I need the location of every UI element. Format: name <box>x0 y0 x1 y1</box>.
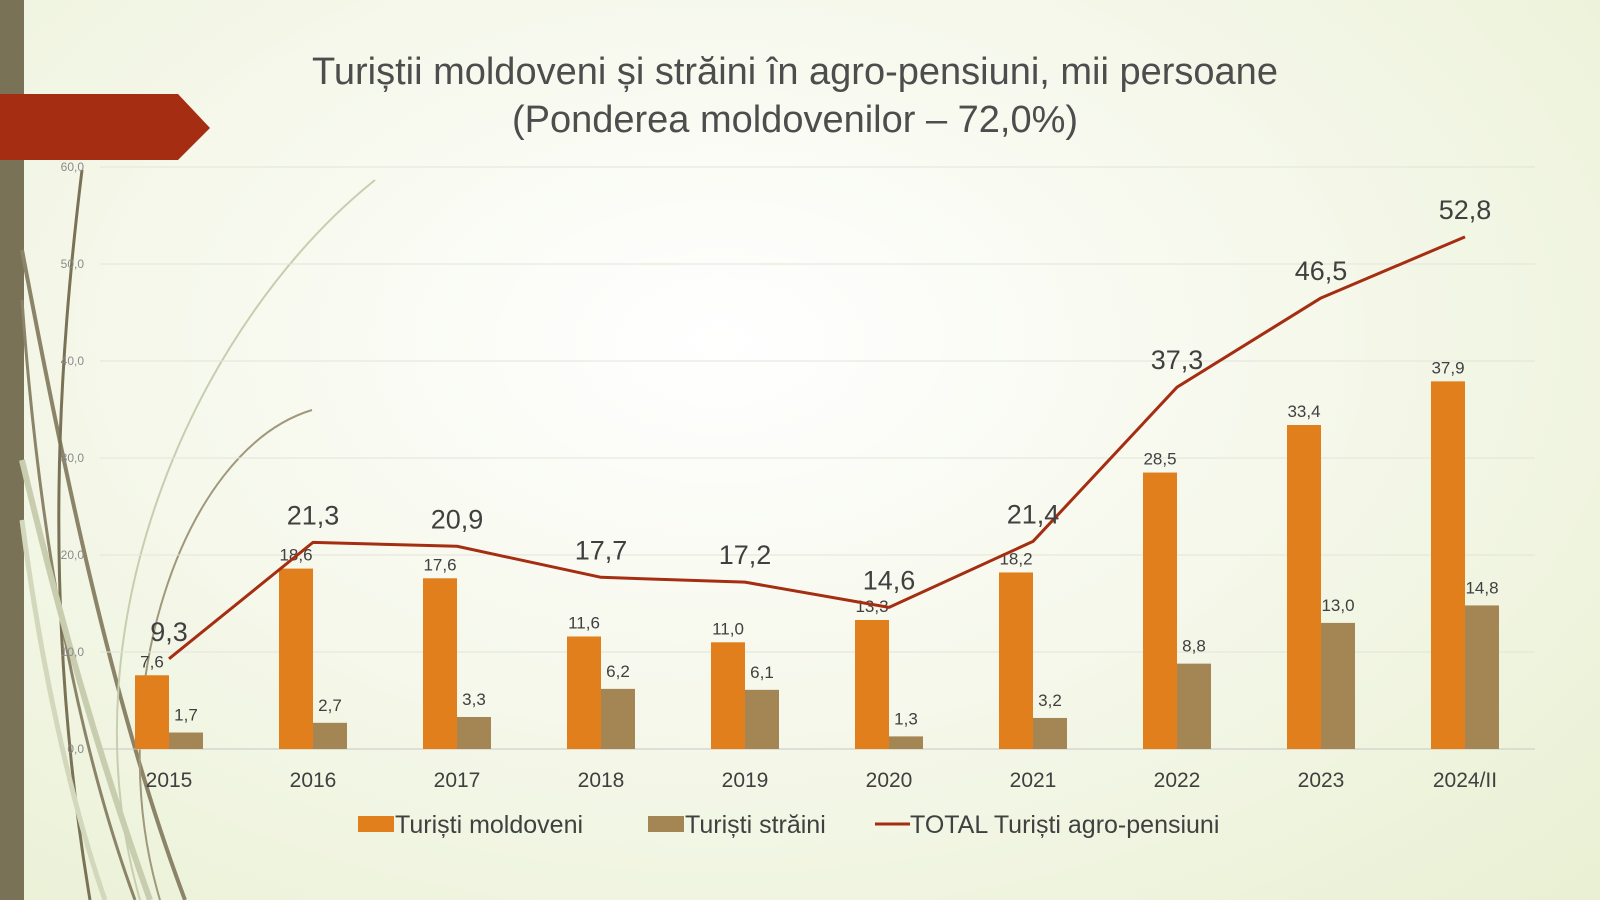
bar-label-straini: 6,1 <box>750 663 774 682</box>
bar-moldoveni <box>1287 425 1321 749</box>
legend-label-moldoveni: Turiști moldoveni <box>395 811 583 839</box>
x-axis-categories: 2015 2016 2017 2018 2019 2020 2021 2022 2023 2024… <box>146 769 1497 792</box>
slide-title: Turiștii moldoveni și străini în agro-pe… <box>160 48 1430 144</box>
total-label: 21,3 <box>287 500 340 530</box>
bar-moldoveni <box>855 619 889 749</box>
x-category-label: 2015 <box>146 769 193 792</box>
bar-label-straini: 3,3 <box>462 690 486 709</box>
bar-label-moldoveni: 11,6 <box>568 613 600 632</box>
bar-label-straini: 14,8 <box>1465 578 1498 597</box>
legend-label-straini: Turiști străini <box>685 811 826 839</box>
bar-moldoveni <box>1143 472 1177 749</box>
bar-straini <box>1465 605 1499 749</box>
bar-label-moldoveni: 33,4 <box>1287 402 1320 421</box>
x-category-label: 2019 <box>722 769 769 792</box>
y-tick-label: 10,0 <box>61 645 85 659</box>
bar-label-straini: 1,3 <box>894 709 918 728</box>
bar-label-moldoveni: 11,0 <box>712 619 744 638</box>
y-axis-ticks: 0,0 10,0 20,0 30,0 40,0 50,0 60,0 <box>61 160 85 756</box>
bar-label-moldoveni: 18,2 <box>999 549 1032 568</box>
bar-moldoveni <box>135 675 169 749</box>
x-category-label: 2020 <box>866 769 913 792</box>
y-tick-label: 40,0 <box>61 354 85 368</box>
title-accent-band <box>0 94 210 160</box>
total-label: 17,7 <box>575 535 628 565</box>
bar-label-straini: 6,2 <box>606 662 630 681</box>
bar-moldoveni <box>711 642 745 749</box>
bar-moldoveni <box>279 568 313 749</box>
bar-straini <box>169 732 203 749</box>
bars <box>135 381 1499 749</box>
bar-label-moldoveni: 28,5 <box>1143 450 1176 469</box>
total-label: 17,2 <box>719 540 772 570</box>
y-tick-label: 30,0 <box>61 451 85 465</box>
bar-label-moldoveni: 17,6 <box>423 555 456 574</box>
total-line-series <box>168 235 1466 660</box>
bar-straini <box>1177 663 1211 749</box>
total-label: 46,5 <box>1295 256 1348 286</box>
bar-straini <box>457 716 491 749</box>
bar-straini <box>1321 622 1355 749</box>
total-data-labels: 9,3 21,3 20,9 17,7 17,2 14,6 21,4 37,3 46,5 52,8 <box>150 195 1491 647</box>
bar-straini <box>313 722 347 749</box>
total-label: 9,3 <box>150 617 188 647</box>
legend-swatch-moldoveni <box>358 816 394 832</box>
bar-moldoveni <box>423 578 457 749</box>
bar-moldoveni <box>1431 381 1465 749</box>
x-category-label: 2018 <box>578 769 625 792</box>
bar-straini <box>889 736 923 749</box>
bar-moldoveni <box>999 572 1033 749</box>
title-line-2: (Ponderea moldovenilor – 72,0%) <box>511 99 1079 141</box>
bar-label-straini: 8,8 <box>1182 637 1206 656</box>
bar-label-straini: 3,2 <box>1038 691 1062 710</box>
x-category-label: 2024/II <box>1433 769 1497 792</box>
x-category-label: 2023 <box>1298 769 1345 792</box>
y-tick-label: 50,0 <box>61 257 85 271</box>
bar-straini <box>745 689 779 749</box>
legend: Turiști moldoveni Turiști străini TOTAL Tu… <box>358 811 1219 839</box>
x-category-label: 2016 <box>290 769 337 792</box>
bar-label-straini: 2,7 <box>318 696 342 715</box>
total-label: 14,6 <box>863 565 916 595</box>
bar-straini <box>601 688 635 749</box>
title-line-1: Turiștii moldoveni și străini în agro-pe… <box>312 51 1278 93</box>
bar-label-straini: 1,7 <box>174 706 198 725</box>
bar-label-moldoveni: 37,9 <box>1431 358 1464 377</box>
x-category-label: 2022 <box>1154 769 1201 792</box>
legend-label-total: TOTAL Turiști agro-pensiuni <box>910 811 1219 839</box>
total-label: 52,8 <box>1439 195 1492 225</box>
bar-label-moldoveni: 7,6 <box>140 652 164 671</box>
total-label: 20,9 <box>431 504 484 534</box>
x-category-label: 2021 <box>1010 769 1057 792</box>
total-label: 21,4 <box>1007 499 1060 529</box>
y-tick-label: 0,0 <box>67 742 84 756</box>
y-tick-label: 20,0 <box>61 548 85 562</box>
x-category-label: 2017 <box>434 769 481 792</box>
y-tick-label: 60,0 <box>61 160 85 174</box>
total-label: 37,3 <box>1151 345 1204 375</box>
bar-label-straini: 13,0 <box>1321 596 1354 615</box>
bar-moldoveni <box>567 636 601 749</box>
total-line <box>168 235 1466 660</box>
legend-swatch-straini <box>648 816 684 832</box>
bar-straini <box>1033 717 1067 749</box>
